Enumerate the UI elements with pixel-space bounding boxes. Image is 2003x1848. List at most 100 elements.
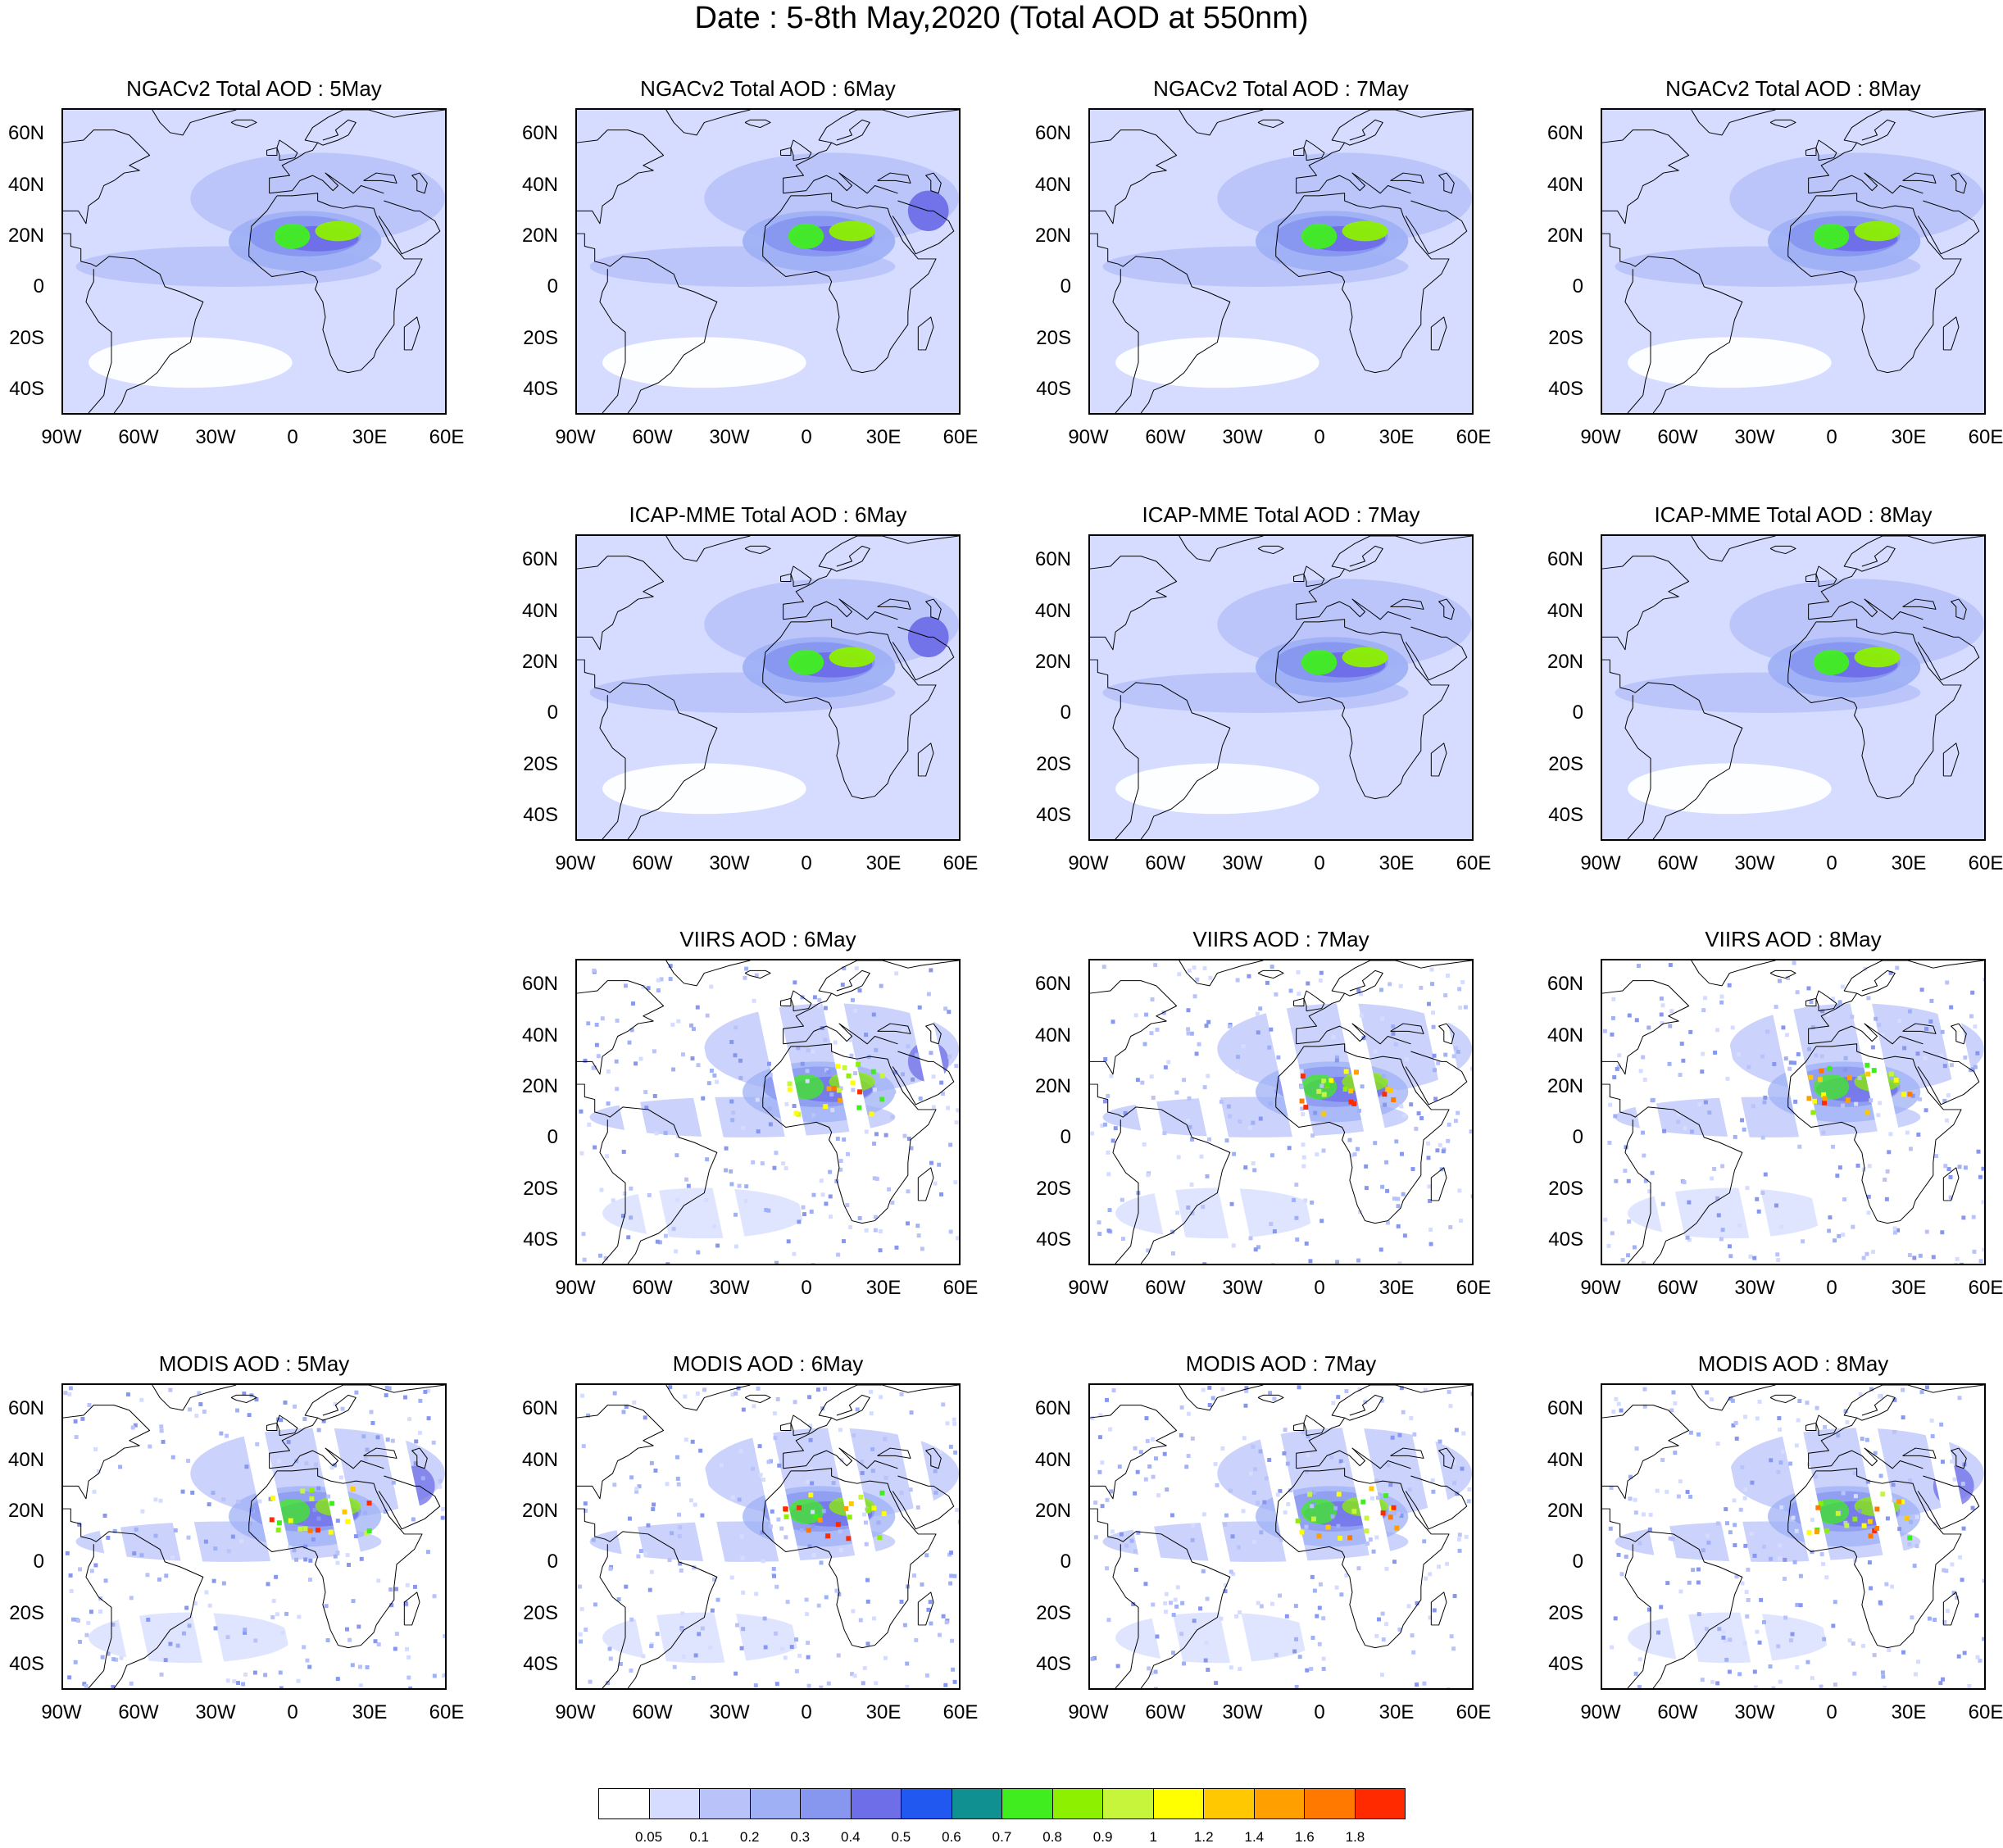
lat-tick-label: 40S: [1548, 803, 1583, 826]
lat-tick-label: 40S: [1036, 1228, 1071, 1251]
aod-map: [61, 1383, 447, 1690]
lon-tick-label: 0: [801, 852, 812, 874]
lat-tick-label: 60N: [1034, 548, 1071, 571]
lat-tick-label: 20S: [9, 1601, 44, 1624]
panel-title: MODIS AOD : 7May: [1185, 1351, 1377, 1376]
lon-tick-label: 90W: [1068, 426, 1109, 448]
lat-tick-label: 40N: [521, 1024, 558, 1047]
lat-tick-label: 20N: [1034, 224, 1071, 247]
lon-tick-label: 30W: [709, 1277, 750, 1299]
map-panel: MODIS AOD : 5May 60N 40N 20N 0 20S 40S 90W 60W 30…: [0, 1351, 464, 1777]
lon-tick-label: 30W: [1734, 852, 1775, 874]
colorbar-swatch: [1002, 1789, 1053, 1818]
lon-tick-label: 60W: [632, 1277, 673, 1299]
lat-tick-label: 40S: [9, 377, 44, 400]
lat-tick-label: 40N: [521, 173, 558, 196]
lat-tick-label: 20S: [1548, 1177, 1583, 1200]
colorbar-tick-label: 0.6: [942, 1829, 961, 1845]
lat-tick-label: 40N: [1034, 1024, 1071, 1047]
colorbar-tick-label: 0.9: [1092, 1829, 1113, 1845]
lon-tick-label: 30E: [352, 426, 388, 448]
aod-map: [1088, 108, 1474, 415]
lon-tick-label: 30E: [1378, 426, 1415, 448]
lon-tick-label: 30E: [865, 426, 902, 448]
lat-tick-label: 20S: [9, 326, 44, 349]
map-panel: ICAP-MME Total AOD : 6May 60N 40N 20N 0 20S 40…: [514, 502, 978, 928]
colorbar-swatch: [1153, 1789, 1204, 1818]
map-canvas: [1090, 110, 1472, 413]
lon-tick-label: 90W: [1580, 852, 1621, 874]
colorbar-swatch: [599, 1789, 650, 1818]
map-canvas: [1602, 110, 1984, 413]
map-panel: MODIS AOD : 6May 60N 40N 20N 0 20S 40S 90W 60W 30…: [514, 1351, 978, 1777]
lat-tick-label: 0: [1060, 275, 1071, 298]
lon-tick-label: 0: [801, 1277, 812, 1299]
colorbar-swatch: [952, 1789, 1002, 1818]
map-canvas: [1602, 960, 1984, 1264]
colorbar-tick-label: 1.8: [1345, 1829, 1365, 1845]
lon-tick-label: 30W: [1734, 426, 1775, 448]
lon-tick-label: 90W: [1068, 1277, 1109, 1299]
panel-title: ICAP-MME Total AOD : 7May: [1142, 502, 1420, 527]
lat-tick-label: 20N: [1547, 224, 1583, 247]
lat-tick-label: 60N: [1547, 548, 1583, 571]
colorbar-swatch: [1103, 1789, 1154, 1818]
colorbar-swatch: [1052, 1789, 1103, 1818]
map-panel: NGACv2 Total AOD : 5May 60N 40N 20N 0 20S 40S 9…: [0, 75, 464, 502]
lat-tick-label: 60N: [1547, 1397, 1583, 1420]
lon-tick-label: 60W: [1145, 1277, 1186, 1299]
aod-map: [575, 959, 961, 1265]
lat-tick-label: 20N: [1034, 650, 1071, 673]
lat-tick-label: 20S: [1548, 752, 1583, 775]
lat-tick-label: 40N: [7, 173, 44, 196]
lon-tick-label: 30E: [1891, 852, 1927, 874]
colorbar-swatch: [1254, 1789, 1305, 1818]
lon-tick-label: 60W: [1145, 852, 1186, 874]
panel-title: NGACv2 Total AOD : 5May: [126, 76, 382, 101]
panel-title: NGACv2 Total AOD : 6May: [640, 76, 896, 101]
lat-tick-label: 40S: [523, 1228, 558, 1251]
lon-tick-label: 60W: [118, 426, 159, 448]
lon-tick-label: 60W: [1657, 426, 1698, 448]
lat-tick-label: 0: [547, 702, 558, 724]
lon-tick-label: 30E: [1378, 852, 1415, 874]
lat-tick-label: 40N: [1034, 173, 1071, 196]
map-panel: MODIS AOD : 8May 60N 40N 20N 0 20S 40S 90W 60W 30…: [1539, 1351, 2003, 1777]
lon-tick-label: 30E: [865, 852, 902, 874]
map-panel: ICAP-MME Total AOD : 7May 60N 40N 20N 0 20S 40…: [1027, 502, 1491, 928]
aod-map: [575, 534, 961, 841]
lat-tick-label: 40N: [7, 1448, 44, 1471]
lat-tick-label: 20S: [1036, 1177, 1071, 1200]
lon-tick-label: 30E: [865, 1277, 902, 1299]
lon-tick-label: 30W: [709, 426, 750, 448]
lat-tick-label: 20S: [523, 1177, 558, 1200]
lon-tick-label: 30E: [1378, 1277, 1415, 1299]
lon-tick-label: 60E: [942, 1277, 979, 1299]
panel-title: NGACv2 Total AOD : 7May: [1153, 76, 1409, 101]
lon-tick-label: 0: [801, 1701, 812, 1723]
panel-title: VIIRS AOD : 6May: [679, 927, 856, 951]
map-canvas: [1602, 536, 1984, 839]
colorbar-swatch: [1204, 1789, 1255, 1818]
lat-tick-label: 20S: [1548, 1601, 1583, 1624]
colorbar-tick-label: 0.2: [739, 1829, 760, 1845]
lon-tick-label: 0: [1314, 1277, 1325, 1299]
lat-tick-label: 40N: [1034, 599, 1071, 622]
lon-tick-label: 90W: [555, 852, 596, 874]
lat-tick-label: 60N: [1034, 973, 1071, 996]
lon-tick-label: 60E: [1968, 1701, 2003, 1723]
lon-tick-label: 0: [287, 426, 298, 448]
aod-map: [61, 108, 447, 415]
lon-tick-label: 60E: [1456, 426, 1492, 448]
lon-tick-label: 60E: [1968, 426, 2003, 448]
lon-tick-label: 0: [1314, 1701, 1325, 1723]
lon-tick-label: 30W: [195, 426, 236, 448]
aod-map: [575, 108, 961, 415]
aod-map: [1601, 959, 1986, 1265]
lon-tick-label: 60W: [632, 852, 673, 874]
lon-tick-label: 30W: [1734, 1277, 1775, 1299]
lat-tick-label: 20N: [1547, 650, 1583, 673]
lat-tick-label: 0: [547, 275, 558, 298]
colorbar-swatch: [649, 1789, 700, 1818]
lon-tick-label: 0: [1826, 852, 1837, 874]
